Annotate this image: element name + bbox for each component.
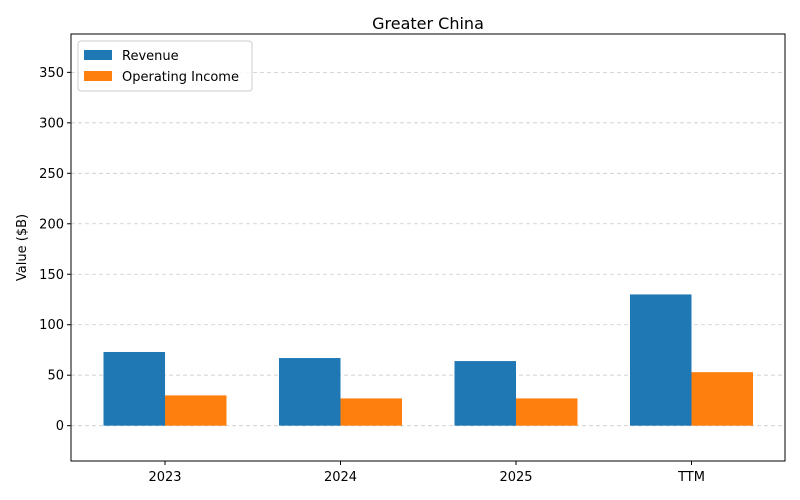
bars	[103, 294, 753, 426]
y-tick-label-200: 200	[39, 217, 64, 232]
x-tick-label-ttm: TTM	[677, 470, 705, 485]
bar-operating-income-2025	[516, 398, 578, 426]
bar-revenue-2024	[279, 358, 341, 426]
legend-swatch-operating-income	[84, 71, 112, 81]
bar-revenue-ttm	[630, 294, 692, 426]
legend-swatch-revenue	[84, 50, 112, 60]
grid-lines	[71, 71, 785, 427]
y-axis-label: Value ($B)	[15, 214, 30, 281]
bar-operating-income-2024	[340, 398, 402, 426]
x-tick-label-2025: 2025	[499, 470, 532, 485]
y-tick-label-300: 300	[39, 116, 64, 131]
y-tick-label-350: 350	[39, 66, 64, 81]
plot-frame	[70, 33, 786, 462]
legend-label-operating-income: Operating Income	[122, 70, 239, 85]
legend-box	[77, 40, 253, 92]
bar-revenue-2023	[103, 351, 165, 426]
y-tick-label-250: 250	[39, 167, 64, 182]
y-tick-label-0: 0	[56, 419, 64, 434]
bar-operating-income-ttm	[691, 372, 753, 426]
legend: Revenue Operating Income	[77, 40, 253, 92]
y-tick-label-100: 100	[39, 318, 64, 333]
bar-revenue-2025	[454, 361, 516, 426]
chart-title: Greater China	[372, 14, 484, 33]
y-tick-label-50: 50	[47, 369, 64, 384]
x-tick-label-2023: 2023	[148, 470, 181, 485]
x-tick-label-2024: 2024	[324, 470, 357, 485]
legend-label-revenue: Revenue	[122, 49, 179, 64]
axis-ticks: 0 50 100 150 200 250 300 350 2023 2024 2025 TTM	[39, 66, 705, 485]
y-tick-label-150: 150	[39, 268, 64, 283]
bar-operating-income-2023	[165, 395, 227, 426]
